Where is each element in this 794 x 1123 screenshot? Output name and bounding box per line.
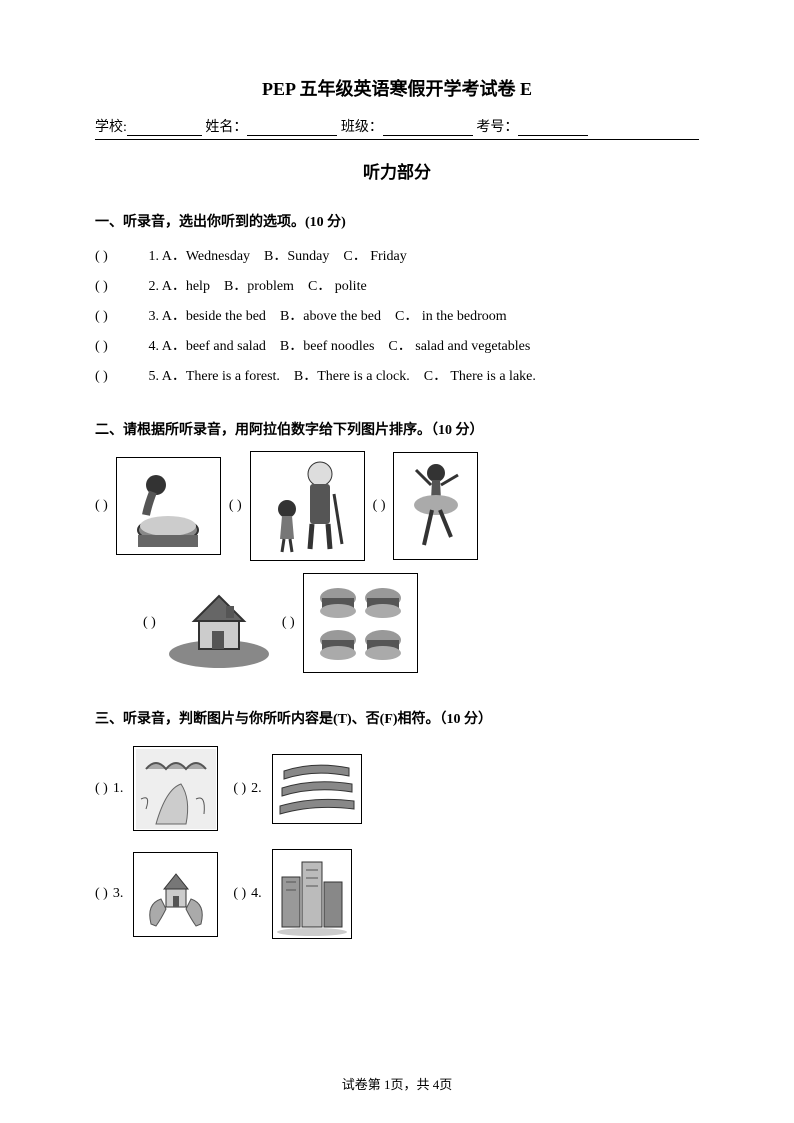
answer-blank[interactable]: ( ) bbox=[233, 781, 246, 797]
mc-item: ( ) 2. A．help B．problem C． polite bbox=[95, 273, 699, 301]
answer-blank[interactable]: ( ) bbox=[95, 243, 145, 271]
image-row-1: ( ) ( ) bbox=[95, 451, 699, 561]
picture-house-in-hands bbox=[133, 852, 218, 937]
image-row-4: ( ) 3. ( ) 4. bbox=[95, 849, 699, 939]
section2-header: 二、请根据所听录音，用阿拉伯数字给下列图片排序。（10 分） bbox=[95, 419, 699, 439]
answer-blank[interactable]: ( ) bbox=[95, 498, 108, 514]
image-row-2: ( ) ( ) bbox=[143, 573, 699, 673]
answer-blank[interactable]: ( ) bbox=[95, 273, 145, 301]
examno-label: 考号： bbox=[476, 120, 518, 135]
answer-blank[interactable]: ( ) bbox=[95, 303, 145, 331]
mc-item: ( ) 3. A．beside the bed B．above the bed … bbox=[95, 303, 699, 331]
picture-washing bbox=[116, 457, 221, 555]
answer-blank[interactable]: ( ) bbox=[229, 498, 242, 514]
item-number: 4. bbox=[251, 886, 262, 902]
mc-item: ( ) 1. A．Wednesday B．Sunday C． Friday bbox=[95, 243, 699, 271]
class-label: 班级： bbox=[341, 120, 383, 135]
item-number: 1. bbox=[113, 781, 124, 797]
answer-blank[interactable]: ( ) bbox=[143, 615, 156, 631]
section-1: 一、听录音，选出你听到的选项。(10 分) ( ) 1. A．Wednesday… bbox=[95, 211, 699, 391]
picture-hamburgers bbox=[303, 573, 418, 673]
answer-blank[interactable]: ( ) bbox=[373, 498, 386, 514]
name-label: 姓名： bbox=[205, 120, 247, 135]
answer-blank[interactable]: ( ) bbox=[95, 781, 108, 797]
picture-buildings bbox=[272, 849, 352, 939]
student-info-line: 学校: 姓名： 班级： 考号： bbox=[95, 116, 699, 140]
answer-blank[interactable]: ( ) bbox=[95, 886, 108, 902]
section3-header: 三、听录音，判断图片与你所听内容是(T)、否(F)相符。（10 分） bbox=[95, 708, 699, 728]
mc-item: ( ) 5. A．There is a forest. B．There is a… bbox=[95, 363, 699, 391]
item-number: 2. bbox=[251, 781, 262, 797]
item-number: 3. bbox=[113, 886, 124, 902]
picture-ballerina bbox=[393, 452, 478, 560]
picture-house bbox=[164, 576, 274, 671]
image-row-3: ( ) 1. ( ) 2. bbox=[95, 746, 699, 831]
section-3: 三、听录音，判断图片与你所听内容是(T)、否(F)相符。（10 分） ( ) 1… bbox=[95, 708, 699, 939]
picture-bridges bbox=[272, 754, 362, 824]
answer-blank[interactable]: ( ) bbox=[95, 333, 145, 361]
section1-header: 一、听录音，选出你听到的选项。(10 分) bbox=[95, 211, 699, 231]
answer-blank[interactable]: ( ) bbox=[233, 886, 246, 902]
section-2: 二、请根据所听录音，用阿拉伯数字给下列图片排序。（10 分） ( ) ( ) bbox=[95, 419, 699, 673]
exam-title: PEP 五年级英语寒假开学考试卷 E bbox=[95, 75, 699, 101]
picture-forest-river bbox=[133, 746, 218, 831]
school-label: 学校: bbox=[95, 120, 127, 135]
answer-blank[interactable]: ( ) bbox=[282, 615, 295, 631]
mc-item: ( ) 4. A．beef and salad B．beef noodles C… bbox=[95, 333, 699, 361]
answer-blank[interactable]: ( ) bbox=[95, 363, 145, 391]
picture-grandpa-child bbox=[250, 451, 365, 561]
page-footer: 试卷第 1页，共 4页 bbox=[0, 1074, 794, 1093]
listening-section-title: 听力部分 bbox=[95, 158, 699, 183]
